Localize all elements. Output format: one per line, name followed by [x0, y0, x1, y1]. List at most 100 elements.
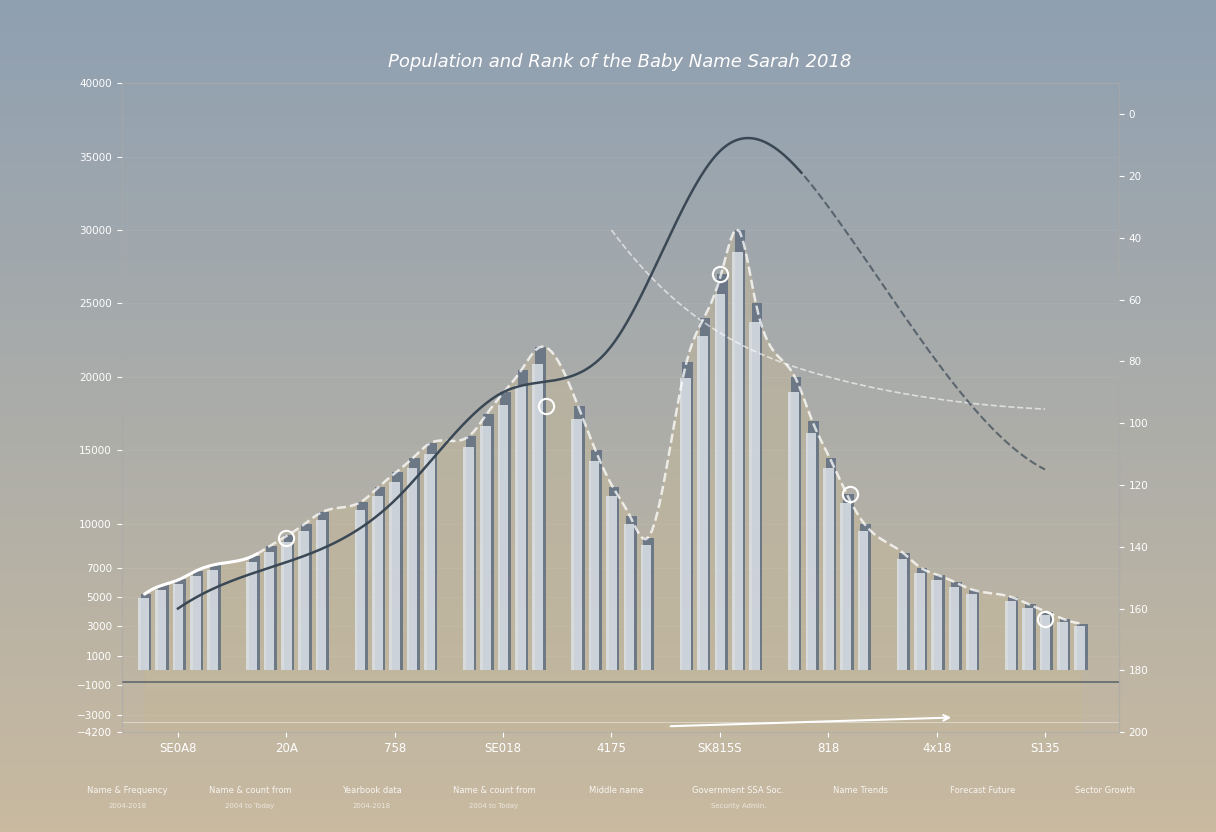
- Bar: [463, 448, 474, 671]
- Bar: [749, 322, 760, 671]
- Bar: [624, 524, 634, 671]
- Bar: [1023, 607, 1032, 671]
- Bar: [355, 510, 365, 671]
- Bar: [392, 473, 402, 671]
- Text: Name & count from: Name & count from: [452, 786, 535, 795]
- Bar: [1059, 619, 1070, 671]
- Bar: [264, 552, 275, 671]
- Bar: [1040, 615, 1051, 671]
- Bar: [788, 392, 799, 671]
- Text: Sector Growth: Sector Growth: [1075, 786, 1135, 795]
- Bar: [917, 567, 928, 671]
- Bar: [751, 304, 762, 671]
- Bar: [790, 377, 801, 671]
- Bar: [497, 405, 508, 671]
- Bar: [480, 426, 491, 671]
- Bar: [680, 378, 691, 671]
- Bar: [266, 546, 277, 671]
- Bar: [533, 364, 544, 671]
- Bar: [281, 542, 292, 671]
- Bar: [358, 502, 368, 671]
- Bar: [843, 494, 854, 671]
- Bar: [483, 414, 494, 671]
- Bar: [410, 458, 420, 671]
- Bar: [857, 531, 868, 671]
- Bar: [516, 384, 525, 671]
- Bar: [732, 252, 743, 671]
- Bar: [372, 496, 383, 671]
- Bar: [574, 406, 585, 671]
- Bar: [175, 579, 186, 671]
- Bar: [190, 576, 201, 671]
- Text: Middle name: Middle name: [589, 786, 643, 795]
- Bar: [518, 369, 529, 671]
- Bar: [914, 573, 924, 671]
- Text: 2004 to Today: 2004 to Today: [225, 803, 275, 809]
- Bar: [249, 556, 259, 671]
- Text: 2004 to Today: 2004 to Today: [469, 803, 519, 809]
- Text: Yearbook data: Yearbook data: [342, 786, 401, 795]
- Bar: [319, 512, 330, 671]
- Title: Population and Rank of the Baby Name Sarah 2018: Population and Rank of the Baby Name Sar…: [388, 52, 852, 71]
- Bar: [316, 520, 326, 671]
- Bar: [717, 274, 728, 671]
- Bar: [734, 230, 745, 671]
- Text: Forecast Future: Forecast Future: [950, 786, 1015, 795]
- Bar: [210, 565, 220, 671]
- Text: Name & Frequency: Name & Frequency: [88, 786, 168, 795]
- Bar: [951, 582, 962, 671]
- Bar: [626, 517, 637, 671]
- Bar: [697, 336, 708, 671]
- Bar: [1042, 612, 1053, 671]
- Bar: [591, 450, 602, 671]
- Bar: [715, 294, 725, 671]
- Bar: [407, 468, 417, 671]
- Bar: [375, 487, 385, 671]
- Bar: [137, 598, 148, 671]
- Bar: [682, 362, 693, 671]
- Bar: [860, 523, 871, 671]
- Bar: [1008, 597, 1018, 671]
- Bar: [173, 584, 184, 671]
- Bar: [700, 318, 710, 671]
- Bar: [389, 483, 400, 671]
- Bar: [1057, 622, 1068, 671]
- Bar: [589, 461, 599, 671]
- Bar: [141, 594, 151, 671]
- Bar: [840, 503, 851, 671]
- Bar: [572, 419, 582, 671]
- Text: Name & count from: Name & count from: [208, 786, 291, 795]
- Bar: [900, 553, 910, 671]
- Bar: [158, 586, 169, 671]
- Bar: [948, 587, 959, 671]
- Bar: [806, 433, 816, 671]
- Bar: [641, 545, 652, 671]
- Text: Name Trends: Name Trends: [833, 786, 888, 795]
- Bar: [607, 496, 617, 671]
- Bar: [208, 570, 218, 671]
- Bar: [809, 421, 818, 671]
- Text: 2004-2018: 2004-2018: [353, 803, 392, 809]
- Bar: [501, 392, 511, 671]
- Bar: [826, 458, 837, 671]
- Bar: [643, 538, 654, 671]
- Bar: [823, 468, 833, 671]
- Bar: [247, 562, 257, 671]
- Bar: [302, 523, 311, 671]
- Text: 2004-2018: 2004-2018: [108, 803, 147, 809]
- Bar: [1077, 623, 1087, 671]
- Bar: [1025, 604, 1036, 671]
- Bar: [969, 590, 979, 671]
- Text: Security Admin.: Security Admin.: [710, 803, 766, 809]
- Bar: [283, 536, 294, 671]
- Bar: [609, 487, 619, 671]
- Bar: [966, 594, 976, 671]
- Bar: [192, 571, 203, 671]
- Bar: [934, 575, 945, 671]
- Bar: [931, 580, 942, 671]
- Bar: [156, 590, 165, 671]
- Bar: [1006, 601, 1015, 671]
- Bar: [427, 443, 438, 671]
- Bar: [896, 559, 907, 671]
- Bar: [535, 348, 546, 671]
